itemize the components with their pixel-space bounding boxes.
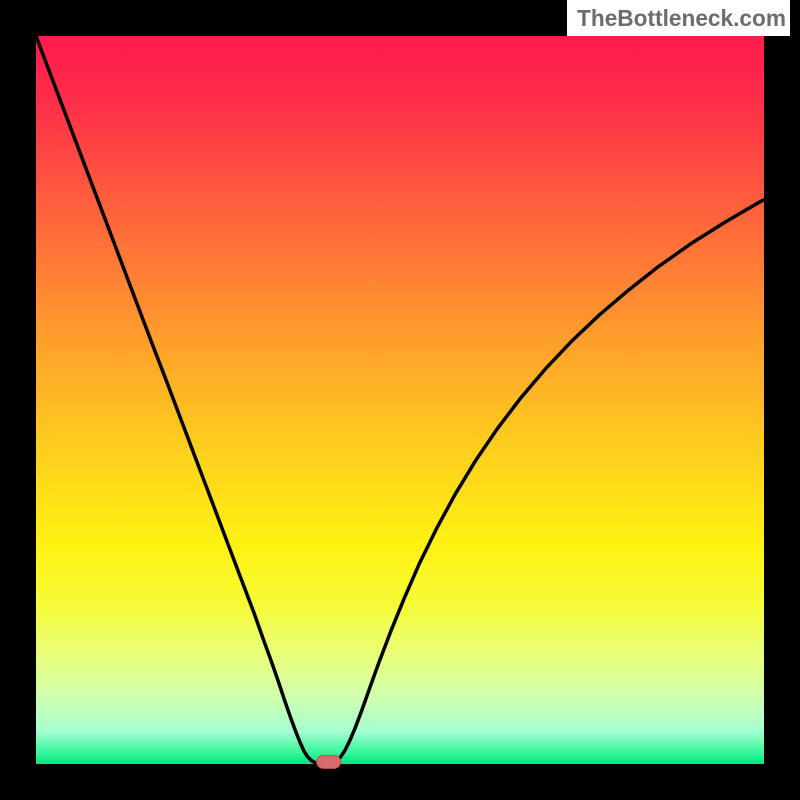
min-marker [317, 755, 341, 768]
stage: TheBottleneck.com [0, 0, 800, 800]
chart-svg [0, 0, 800, 800]
plot-area-background [36, 36, 764, 764]
